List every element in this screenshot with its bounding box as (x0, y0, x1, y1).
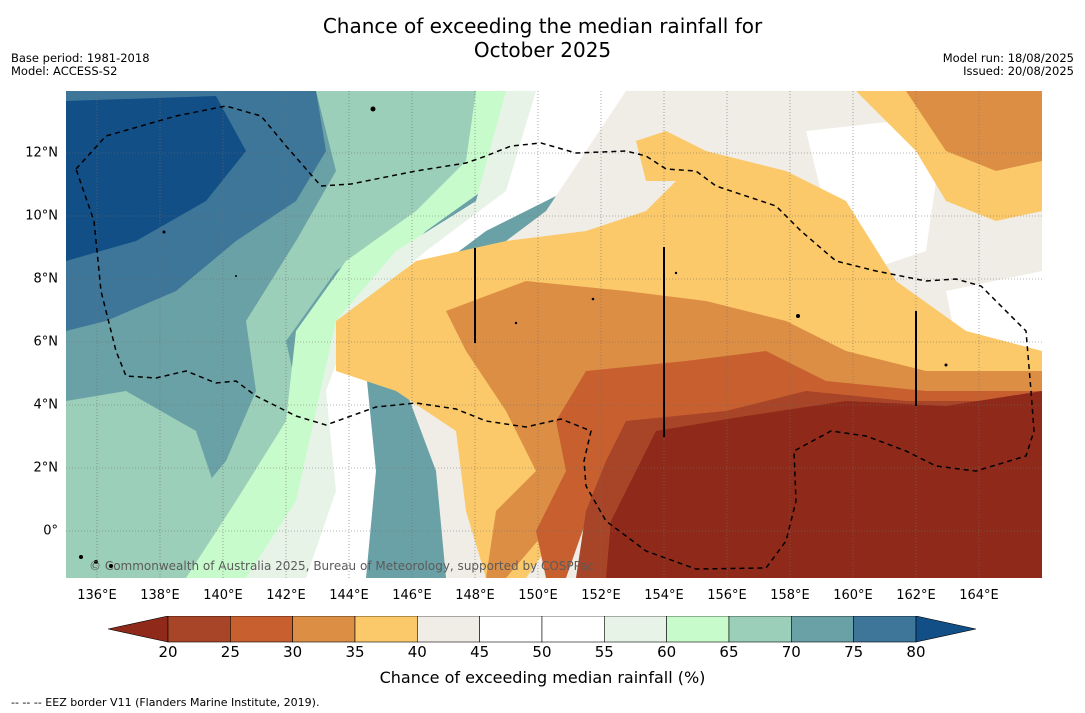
x-tick-label: 146°E (392, 588, 432, 603)
y-tick-label: 12°N (25, 145, 58, 161)
title-line-2: October 2025 (473, 38, 612, 62)
colorbar-tick-label: 25 (220, 643, 240, 661)
eez-solid-lines (474, 247, 917, 437)
y-tick-label: 0° (43, 523, 58, 539)
x-tick-label: 158°E (770, 588, 810, 603)
colorbar-tick-label: 45 (470, 643, 490, 661)
field-60-65 (186, 91, 506, 578)
colorbar-tick-label: 20 (158, 643, 178, 661)
meta-left: Base period: 1981-2018 Model: ACCESS-S2 (11, 52, 150, 78)
x-tick-label: 142°E (266, 588, 306, 603)
base-period: Base period: 1981-2018 (11, 51, 150, 65)
map-svg (66, 91, 1042, 578)
colorbar (108, 616, 977, 643)
x-tick-label: 144°E (329, 588, 369, 603)
field-55-60 (246, 91, 536, 578)
x-tick-label: 154°E (644, 588, 684, 603)
colorbar-cell (167, 616, 231, 643)
field-50-55-east (806, 121, 936, 271)
y-tick-label: 4°N (33, 397, 59, 413)
x-tick-label: 160°E (833, 588, 873, 603)
y-tick-label: 10°N (25, 208, 58, 224)
title-line-1: Chance of exceeding the median rainfall … (322, 14, 763, 38)
colorbar-label: Chance of exceeding median rainfall (%) (379, 668, 706, 687)
x-tick-label: 136°E (77, 588, 117, 603)
x-tick-label: 164°E (959, 588, 999, 603)
x-tick-label: 150°E (518, 588, 558, 603)
colorbar-tick-label: 55 (594, 643, 614, 661)
colorbar-cell (479, 616, 543, 643)
colorbar-tick-label: 60 (657, 643, 677, 661)
colorbar-tick-label: 65 (719, 643, 739, 661)
colorbar-cell (541, 616, 605, 643)
model-run: Model run: 18/08/2025 (942, 51, 1074, 65)
y-tick-label: 8°N (33, 271, 59, 287)
field-35-40-north (636, 131, 706, 181)
colorbar-tick-label: 70 (781, 643, 801, 661)
colorbar-cell (853, 616, 917, 643)
field-65-70-north (126, 91, 476, 578)
colorbar-tick-label: 40 (407, 643, 427, 661)
colorbar-cell (354, 616, 418, 643)
colorbar-cells (167, 616, 917, 643)
colorbar-cell (292, 616, 356, 643)
colorbar-cell (790, 616, 854, 643)
footnote-eez: -- -- -- EEZ border V11 (Flanders Marine… (11, 696, 320, 709)
y-tick-label: 6°N (33, 334, 59, 350)
rainfall-map (66, 91, 1042, 578)
colorbar-cell (666, 616, 730, 643)
colorbar-tick-label: 80 (906, 643, 926, 661)
colorbar-cell (417, 616, 480, 643)
colorbar-cell (604, 616, 667, 643)
x-tick-label: 152°E (581, 588, 621, 603)
model-name: Model: ACCESS-S2 (11, 64, 118, 78)
copyright-text: © Commonwealth of Australia 2025, Bureau… (89, 559, 595, 573)
colorbar-cell (728, 616, 792, 643)
graticule (66, 91, 1042, 578)
map-title: Chance of exceeding the median rainfall … (0, 14, 1085, 62)
issued-date: Issued: 20/08/2025 (963, 64, 1074, 78)
field-gt-80 (66, 96, 246, 261)
eez-border-palau-fsm (75, 105, 1035, 570)
y-tick-label: 2°N (33, 460, 59, 476)
x-tick-label: 162°E (896, 588, 936, 603)
field-30-35-northeast (906, 91, 1042, 171)
x-tick-label: 148°E (455, 588, 495, 603)
colorbar-tick-label: 50 (532, 643, 552, 661)
colorbar-cell (230, 616, 293, 643)
x-tick-label: 140°E (203, 588, 243, 603)
meta-right: Model run: 18/08/2025 Issued: 20/08/2025 (943, 52, 1074, 78)
colorbar-over-triangle (915, 616, 977, 643)
colorbar-tick-label: 30 (283, 643, 303, 661)
x-tick-label: 156°E (707, 588, 747, 603)
colorbar-under-triangle (108, 616, 169, 643)
islands (79, 106, 948, 568)
colorbar-tick-label: 35 (345, 643, 365, 661)
x-tick-label: 138°E (140, 588, 180, 603)
colorbar-tick-label: 75 (844, 643, 864, 661)
